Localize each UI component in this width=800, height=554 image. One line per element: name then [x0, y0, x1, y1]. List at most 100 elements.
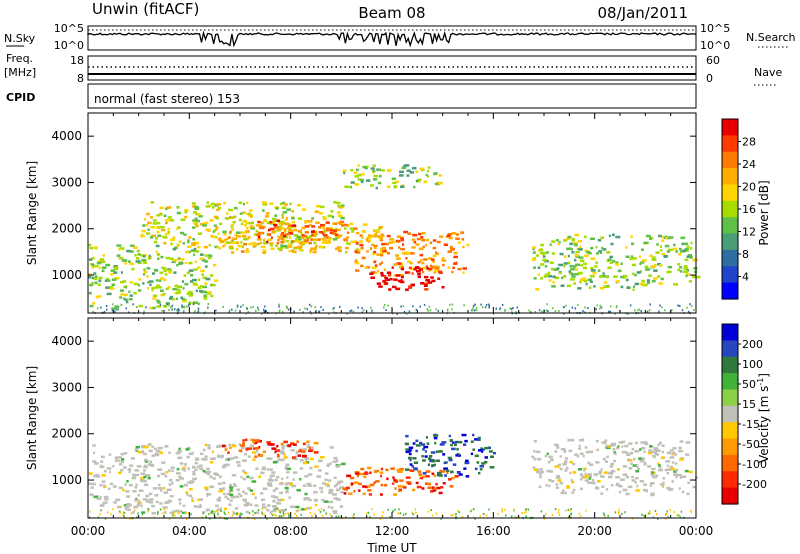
heatmap-cell: [188, 261, 193, 265]
heatmap-cell: [577, 287, 582, 290]
heatmap-cell: [471, 309, 473, 312]
heatmap-cell: [207, 303, 209, 305]
heatmap-cell: [239, 212, 243, 215]
heatmap-cell: [204, 254, 208, 257]
heatmap-cell: [282, 511, 285, 514]
heatmap-cell: [349, 222, 354, 226]
heatmap-cell: [658, 310, 660, 313]
heatmap-cell: [349, 185, 353, 189]
heatmap-cell: [678, 247, 682, 251]
heatmap-cell: [271, 471, 276, 474]
heatmap-cell: [298, 242, 304, 245]
heatmap-cell: [284, 246, 289, 249]
heatmap-cell: [337, 204, 341, 208]
heatmap-cell: [431, 460, 436, 463]
heatmap-cell: [556, 267, 560, 270]
heatmap-cell: [383, 268, 386, 271]
heatmap-cell: [162, 292, 166, 296]
colorbar-swatch: [722, 135, 738, 153]
heatmap-cell: [271, 514, 274, 517]
heatmap-cell: [275, 207, 279, 210]
heatmap-cell: [692, 258, 698, 262]
heatmap-cell: [124, 451, 128, 455]
heatmap-cell: [542, 255, 546, 258]
heatmap-cell: [673, 470, 677, 473]
heatmap-cell: [264, 305, 266, 308]
heatmap-cell: [147, 463, 153, 466]
heatmap-cell: [559, 252, 564, 256]
heatmap-cell: [210, 234, 213, 238]
heatmap-cell: [400, 247, 405, 251]
heatmap-cell: [390, 467, 395, 470]
heatmap-cell: [647, 310, 649, 313]
heatmap-cell: [102, 254, 105, 257]
heatmap-cell: [151, 454, 155, 457]
heatmap-cell: [354, 250, 358, 253]
heatmap-cell: [613, 275, 618, 278]
heatmap-cell: [579, 473, 583, 476]
heatmap-cell: [240, 241, 243, 244]
heatmap-cell: [601, 441, 607, 444]
colorbar-swatch: [722, 340, 738, 358]
heatmap-cell: [620, 285, 624, 289]
heatmap-cell: [246, 201, 249, 205]
heatmap-cell: [252, 440, 256, 444]
heatmap-cell: [448, 434, 451, 438]
heatmap-cell: [381, 169, 385, 172]
heatmap-cell: [193, 268, 198, 271]
heatmap-cell: [418, 473, 422, 476]
heatmap-cell: [604, 439, 608, 442]
heatmap-cell: [333, 511, 338, 514]
heatmap-cell: [633, 457, 636, 461]
heatmap-cell: [163, 214, 167, 217]
heatmap-cell: [607, 515, 609, 518]
heatmap-cell: [411, 272, 414, 275]
heatmap-cell: [328, 238, 331, 241]
heatmap-cell: [393, 493, 398, 496]
heatmap-cell: [257, 509, 260, 512]
heatmap-cell: [333, 484, 337, 488]
heatmap-cell: [489, 466, 495, 469]
heatmap-cell: [99, 484, 103, 487]
heatmap-cell: [401, 275, 404, 279]
heatmap-cell: [405, 434, 409, 438]
heatmap-cell: [202, 224, 207, 227]
heatmap-cell: [297, 217, 302, 220]
heatmap-cell: [405, 450, 410, 454]
heatmap-cell: [184, 215, 187, 219]
y-tick-label: 3000: [51, 175, 82, 189]
heatmap-cell: [405, 476, 411, 479]
heatmap-cell: [693, 309, 695, 311]
heatmap-cell: [185, 448, 190, 451]
heatmap-cell: [133, 509, 136, 512]
heatmap-cell: [618, 490, 622, 494]
heatmap-cell: [590, 246, 594, 250]
heatmap-cell: [119, 511, 122, 514]
heatmap-cell: [545, 484, 548, 487]
heatmap-cell: [192, 282, 197, 285]
heatmap-cell: [314, 465, 319, 468]
heatmap-cell: [373, 513, 376, 516]
heatmap-cell: [199, 464, 203, 467]
heatmap-cell: [246, 212, 249, 216]
heatmap-cell: [365, 166, 368, 170]
heatmap-cell: [273, 219, 278, 222]
heatmap-cell: [104, 279, 108, 282]
heatmap-cell: [679, 440, 684, 443]
heatmap-cell: [547, 310, 549, 312]
heatmap-cell: [559, 455, 562, 458]
heatmap-cell: [406, 169, 411, 172]
heatmap-cell: [681, 490, 685, 494]
heatmap-cell: [397, 512, 400, 515]
heatmap-cell: [310, 238, 314, 241]
heatmap-cell: [158, 286, 162, 289]
heatmap-cell: [304, 225, 310, 228]
heatmap-cell: [638, 308, 641, 311]
heatmap-cell: [168, 268, 172, 272]
heatmap-cell: [590, 237, 595, 240]
heatmap-cell: [263, 310, 265, 313]
heatmap-cell: [164, 305, 167, 308]
heatmap-cell: [371, 309, 373, 312]
heatmap-cell: [249, 225, 253, 228]
heatmap-cell: [160, 472, 166, 476]
